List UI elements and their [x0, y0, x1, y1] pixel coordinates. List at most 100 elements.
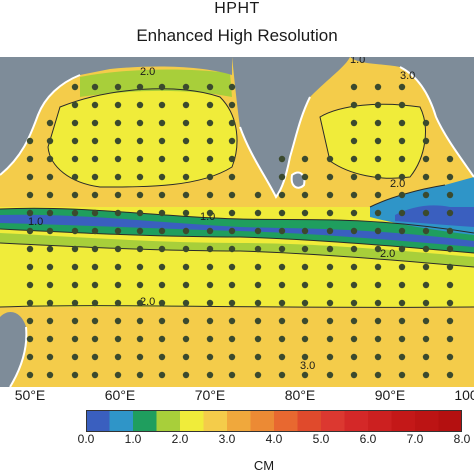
longitude-label: 90°E [374, 387, 406, 403]
colorbar-swatch [180, 410, 204, 432]
colorbar-tick-label: 1.0 [124, 432, 142, 446]
station-dot [350, 227, 358, 235]
station-dot [114, 353, 122, 361]
station-dot [206, 137, 214, 145]
station-dot [446, 191, 454, 199]
colorbar-swatch [415, 410, 439, 432]
station-dot [278, 281, 286, 289]
station-dot [254, 353, 262, 361]
station-dot [114, 83, 122, 91]
longitude-label: 60°E [104, 387, 136, 403]
station-dot [206, 353, 214, 361]
station-dot [398, 281, 406, 289]
station-dot [398, 191, 406, 199]
station-dot [374, 353, 382, 361]
station-dot [71, 263, 79, 271]
coastlines [0, 66, 474, 388]
station-dot [114, 209, 122, 217]
station-dot [114, 299, 122, 307]
station-dot [374, 299, 382, 307]
land-se-asia [350, 57, 474, 177]
station-dot [374, 137, 382, 145]
station-dot [26, 137, 34, 145]
colorbar-tick-label: 6.0 [359, 432, 377, 446]
station-dot [71, 281, 79, 289]
station-dot [71, 101, 79, 109]
land-iran [80, 57, 232, 75]
station-dot [326, 335, 334, 343]
station-dot [228, 191, 236, 199]
land-arabia [0, 57, 80, 175]
station-dot [26, 209, 34, 217]
station-dot [182, 353, 190, 361]
station-dot [182, 191, 190, 199]
station-dot [91, 155, 99, 163]
station-dot [26, 227, 34, 235]
coast-india [239, 96, 311, 199]
station-dot [228, 245, 236, 253]
station-dot [114, 263, 122, 271]
coast-srilanka [290, 171, 306, 189]
station-dot [46, 191, 54, 199]
bay-bengal-deep [395, 205, 474, 227]
station-dot [326, 209, 334, 217]
station-dot [136, 137, 144, 145]
contour-label: 2.0 [140, 296, 155, 308]
station-dot [71, 317, 79, 325]
station-dot [136, 353, 144, 361]
station-dot [114, 317, 122, 325]
station-dot [228, 299, 236, 307]
station-dot [158, 371, 166, 379]
contour-label: 1.0 [28, 216, 43, 228]
station-dot [350, 263, 358, 271]
station-dot [26, 191, 34, 199]
station-dot [228, 137, 236, 145]
station-dot [91, 173, 99, 181]
station-dot [136, 155, 144, 163]
station-dot [350, 155, 358, 163]
station-dot [374, 83, 382, 91]
colorbar-swatch [203, 410, 228, 432]
station-dot [374, 173, 382, 181]
station-dot [158, 281, 166, 289]
station-dot [182, 137, 190, 145]
band-blue [0, 214, 474, 247]
station-dot [26, 317, 34, 325]
station-dot [206, 173, 214, 181]
station-dot [350, 299, 358, 307]
station-dot [136, 245, 144, 253]
station-dot [136, 209, 144, 217]
station-dot [374, 119, 382, 127]
station-dot [398, 227, 406, 235]
station-dot [374, 155, 382, 163]
station-dot [158, 173, 166, 181]
station-dot [136, 263, 144, 271]
colorbar-swatch [368, 410, 392, 432]
station-dot [446, 335, 454, 343]
colorbar-swatch [250, 410, 275, 432]
station-dot [301, 299, 309, 307]
station-dot [26, 353, 34, 361]
colorbar [86, 410, 462, 432]
station-dot [350, 119, 358, 127]
station-dot [301, 209, 309, 217]
station-dot [446, 299, 454, 307]
station-dot [254, 191, 262, 199]
contour-label: 3.0 [400, 70, 415, 82]
station-dot [26, 371, 34, 379]
coast-bay [399, 66, 474, 178]
longitude-label: 50°E [14, 387, 46, 403]
station-dot [206, 263, 214, 271]
station-dot [91, 281, 99, 289]
station-dot [326, 245, 334, 253]
station-dot [158, 191, 166, 199]
station-dot [71, 83, 79, 91]
station-dot [46, 299, 54, 307]
station-dot [228, 371, 236, 379]
station-dot [91, 353, 99, 361]
coast-africa [9, 326, 28, 388]
station-dot [182, 227, 190, 235]
station-dot [228, 353, 236, 361]
station-dot [446, 281, 454, 289]
station-dot [422, 119, 430, 127]
